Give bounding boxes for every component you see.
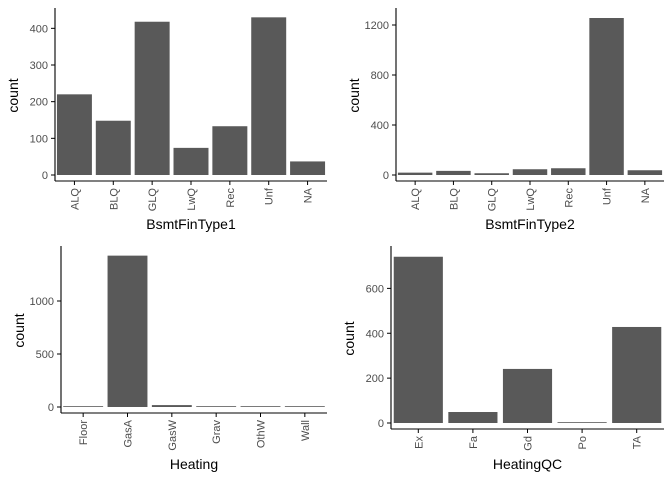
bar-rec: [212, 126, 248, 175]
bar-alq: [397, 172, 433, 176]
x-tick-label-ex: Ex: [413, 436, 425, 449]
x-tick-label-rec: Rec: [563, 188, 575, 208]
bar-lwq: [173, 147, 209, 175]
x-tick-label-alq: ALQ: [69, 188, 81, 210]
x-tick-label-rec: Rec: [225, 188, 237, 208]
chart-panel-4: 0 200 400 600 Ex Fa Gd Po TA HeatingQC count: [341, 246, 664, 472]
x-tick-label-blq: BLQ: [108, 188, 120, 210]
bar-othw: [240, 406, 281, 407]
bar-ta: [612, 326, 662, 423]
y-axis-title: count: [5, 78, 21, 112]
bar-ex: [393, 256, 443, 423]
bar-unf: [589, 18, 624, 175]
chart-panel-2: 0 400 800 1200 ALQ BLQ GLQ LwQ Rec Unf NA BsmtFinTy…: [346, 8, 664, 232]
x-tick-label-floor: Floor: [78, 420, 90, 445]
bar-rec: [551, 168, 586, 175]
x-tick-label-othw: OthW: [256, 419, 268, 448]
chart-panel-3: 0 500 1000 Floor GasA GasW Grav OthW Wall Heating…: [11, 246, 327, 472]
x-tick-label-na: NA: [303, 187, 315, 203]
x-tick-label-lwq: LwQ: [525, 188, 537, 211]
x-tick-label-blq: BLQ: [448, 188, 460, 210]
bar-na: [290, 161, 326, 175]
x-tick-label-glq: GLQ: [147, 188, 159, 212]
y-tick-label: 200: [30, 97, 48, 109]
bar-unf: [251, 17, 287, 175]
y-tick-label: 0: [383, 170, 389, 182]
bar-alq: [56, 94, 92, 175]
x-tick-label-gasw: GasW: [167, 419, 179, 450]
x-tick-label-ta: TA: [632, 435, 644, 449]
y-tick-label: 400: [30, 23, 48, 35]
x-tick-label-fa: Fa: [468, 435, 480, 449]
y-axis-title: count: [346, 78, 362, 112]
x-tick-label-gasa: GasA: [123, 419, 135, 447]
y-tick-label: 1200: [365, 20, 389, 32]
y-tick-label: 1000: [30, 296, 54, 308]
y-axis-title: count: [341, 321, 357, 355]
chart-panel-1: 0 100 200 300 400 ALQ BLQ GLQ LwQ Rec Unf NA BsmtFin…: [5, 8, 327, 232]
bar-gd: [502, 368, 553, 423]
y-axis-title: count: [11, 313, 27, 347]
x-tick-label-unf: Unf: [264, 187, 276, 205]
y-tick-label: 400: [366, 328, 384, 340]
bar-grav: [196, 406, 237, 407]
y-tick-label: 0: [378, 418, 384, 430]
x-tick-label-alq: ALQ: [410, 188, 422, 210]
x-tick-label-na: NA: [640, 187, 652, 203]
x-tick-label-glq: GLQ: [487, 188, 499, 212]
bar-na: [627, 170, 663, 175]
bar-gasw: [151, 405, 192, 407]
x-tick-label-unf: Unf: [602, 187, 614, 205]
x-tick-label-grav: Grav: [211, 420, 223, 444]
bar-floor: [63, 406, 104, 407]
x-tick-label-gd: Gd: [523, 436, 535, 451]
x-tick-label-po: Po: [577, 436, 589, 449]
y-tick-label: 800: [371, 70, 389, 82]
x-axis-title: BsmtFinType2: [485, 216, 575, 232]
bar-fa: [448, 412, 498, 423]
y-tick-label: 600: [366, 283, 384, 295]
y-tick-label: 400: [371, 120, 389, 132]
x-axis-title: BsmtFinType1: [146, 216, 236, 232]
bar-lwq: [512, 169, 548, 175]
bar-blq: [436, 170, 471, 176]
y-tick-label: 200: [366, 373, 384, 385]
x-axis-title: Heating: [170, 456, 218, 472]
x-axis-title: HeatingQC: [493, 456, 562, 472]
y-tick-label: 0: [48, 402, 54, 414]
bar-po: [557, 422, 607, 423]
bar-wall: [284, 406, 325, 407]
y-tick-label: 300: [30, 60, 48, 72]
y-tick-label: 500: [36, 349, 54, 361]
y-tick-label: 0: [42, 170, 48, 182]
bar-blq: [95, 120, 131, 175]
y-tick-label: 100: [30, 133, 48, 145]
bar-gasa: [107, 255, 148, 407]
x-tick-label-lwq: LwQ: [186, 188, 198, 211]
bar-glq: [134, 21, 170, 176]
bar-glq: [474, 173, 509, 175]
x-tick-label-wall: Wall: [300, 420, 312, 441]
